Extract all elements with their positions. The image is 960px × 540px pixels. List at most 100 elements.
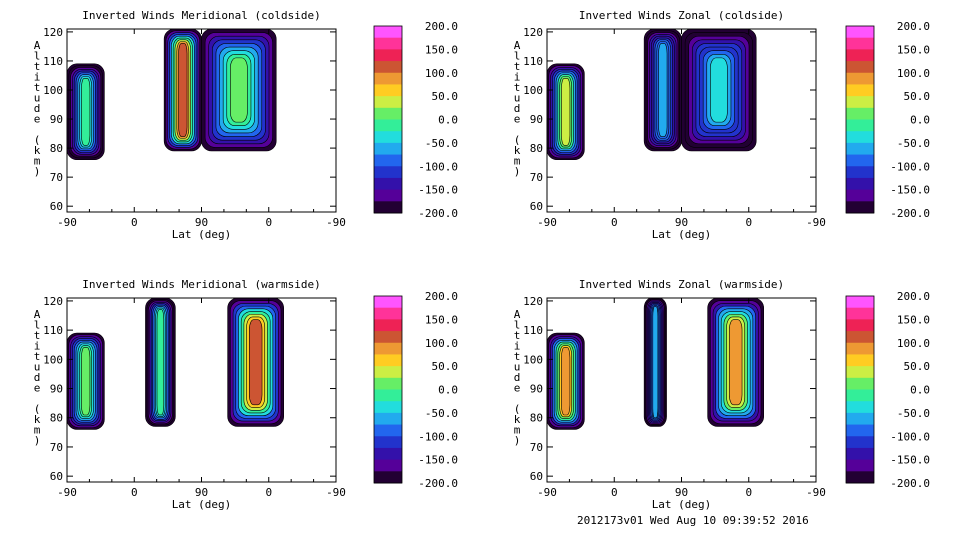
- colorbar-swatch: [846, 412, 874, 426]
- colorbar-swatch: [374, 177, 402, 191]
- contour-level: [249, 319, 263, 406]
- colorbar-swatch: [846, 166, 874, 179]
- colorbar-swatch: [374, 366, 402, 379]
- colorbar: 200.0 150.0 100.0 50.0 0.0 -50.0 -100.0 -150.0 -…: [845, 290, 930, 490]
- y-tick-label: 90: [50, 383, 63, 396]
- contour-level: [81, 77, 91, 146]
- colorbar-swatch: [846, 377, 874, 390]
- x-tick-label: 90: [195, 486, 208, 499]
- chart-title: Inverted Winds Meridional (coldside): [82, 9, 320, 22]
- contour-region: [643, 28, 682, 152]
- colorbar-swatch: [846, 142, 874, 156]
- colorbar-label: -200.0: [890, 207, 930, 220]
- contour-level: [658, 43, 668, 137]
- x-tick-label: 0: [265, 486, 272, 499]
- colorbar-swatch: [846, 401, 874, 414]
- x-tick-label: 0: [131, 486, 138, 499]
- colorbar-swatch: [846, 131, 874, 144]
- colorbar-swatch: [846, 331, 874, 344]
- contour-region: [546, 332, 585, 430]
- colorbar: 200.0 150.0 100.0 50.0 0.0 -50.0 -100.0 -150.0 -…: [845, 20, 930, 220]
- colorbar-swatch: [846, 84, 874, 97]
- colorbar-swatch: [846, 424, 874, 437]
- colorbar-swatch: [374, 72, 402, 85]
- colorbar-swatch: [846, 342, 874, 355]
- colorbar-swatch: [846, 189, 874, 202]
- colorbar-swatch: [846, 307, 874, 320]
- y-tick-label: 70: [530, 441, 543, 454]
- contour-region: [546, 63, 585, 161]
- colorbar-swatch: [846, 319, 874, 332]
- colorbar-swatch: [374, 331, 402, 344]
- colorbar-label: -50.0: [425, 407, 458, 420]
- x-axis-label: Lat (deg): [652, 228, 712, 241]
- y-tick-label: 110: [43, 55, 63, 68]
- x-tick-label: -90: [537, 486, 557, 499]
- y-tick-label: 70: [50, 171, 63, 184]
- colorbar-swatch: [846, 459, 874, 472]
- colorbar-label: 100.0: [425, 67, 458, 80]
- contour-level: [81, 347, 91, 416]
- x-tick-label: -90: [806, 486, 826, 499]
- colorbar-swatch: [374, 389, 402, 402]
- colorbar-label: -100.0: [890, 430, 930, 443]
- colorbar-swatch: [846, 177, 874, 191]
- colorbar-label: 200.0: [897, 20, 930, 33]
- colorbar-swatch: [846, 201, 874, 214]
- contour-level: [710, 57, 728, 123]
- colorbar-swatch: [846, 389, 874, 402]
- x-tick-label: 0: [611, 216, 618, 229]
- y-tick-label: 90: [530, 113, 543, 126]
- colorbar-swatch: [374, 377, 402, 390]
- colorbar-swatch: [846, 296, 874, 309]
- plot-frame: [546, 297, 817, 483]
- colorbar-swatch: [846, 37, 874, 50]
- chart-panel-4: Inverted Winds Zonal (warmside) -90 0 90 0 -9…: [514, 278, 930, 511]
- y-tick-label: 70: [50, 441, 63, 454]
- y-tick-label: 120: [523, 26, 543, 39]
- colorbar-swatch: [374, 296, 402, 309]
- contour-region: [163, 28, 202, 152]
- colorbar-label: 100.0: [425, 337, 458, 350]
- chart-title: Inverted Winds Zonal (warmside): [579, 278, 784, 291]
- contour-level: [561, 347, 571, 416]
- colorbar-swatch: [846, 119, 874, 132]
- y-tick-label: 120: [523, 295, 543, 308]
- colorbar-frame: [373, 25, 403, 214]
- colorbar-label: -50.0: [425, 137, 458, 150]
- colorbar-label: 150.0: [425, 313, 458, 326]
- y-tick-label: 80: [530, 142, 543, 155]
- x-axis-label: Lat (deg): [172, 498, 232, 511]
- x-tick-label: 90: [675, 216, 688, 229]
- colorbar-swatch: [374, 142, 402, 156]
- chart-panel-2: Inverted Winds Zonal (coldside) -90 0 90 0 -9…: [514, 9, 930, 241]
- x-tick-label: -90: [326, 216, 346, 229]
- y-tick-label: 100: [523, 353, 543, 366]
- y-tick-label: 60: [50, 470, 63, 483]
- colorbar-label: 0.0: [910, 114, 930, 127]
- y-tick-label: 80: [530, 412, 543, 425]
- colorbar-frame: [373, 295, 403, 484]
- colorbar-label: 150.0: [897, 313, 930, 326]
- contour-level: [652, 306, 659, 419]
- y-tick-label: 60: [530, 200, 543, 213]
- colorbar-swatch: [846, 366, 874, 379]
- x-tick-label: -90: [806, 216, 826, 229]
- y-tick-label: 110: [523, 55, 543, 68]
- x-tick-label: -90: [326, 486, 346, 499]
- colorbar-label: 50.0: [432, 90, 459, 103]
- colorbar-swatch: [374, 119, 402, 132]
- colorbar-swatch: [374, 342, 402, 355]
- colorbar-label: -200.0: [890, 477, 930, 490]
- contour-level: [156, 309, 165, 416]
- x-tick-label: 90: [675, 486, 688, 499]
- colorbar-label: -200.0: [418, 477, 458, 490]
- colorbar-swatch: [374, 319, 402, 332]
- colorbar-label: -200.0: [418, 207, 458, 220]
- colorbar-label: 150.0: [897, 43, 930, 56]
- colorbar-label: 200.0: [425, 290, 458, 303]
- colorbar-swatch: [846, 72, 874, 85]
- x-tick-label: -90: [537, 216, 557, 229]
